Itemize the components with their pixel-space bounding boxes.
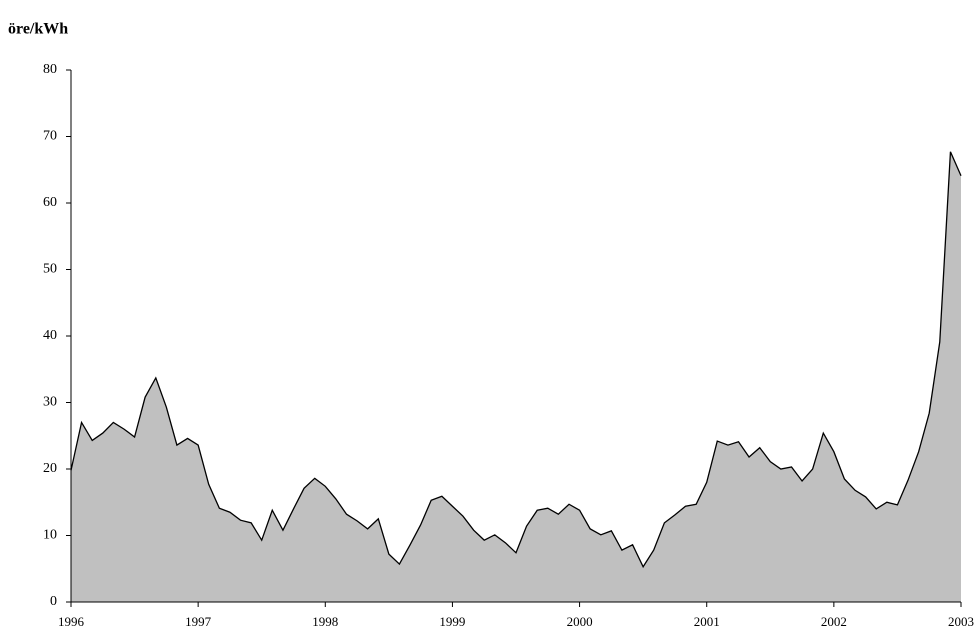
x-tick-label: 1999 [439, 614, 465, 629]
x-tick-label: 2002 [821, 614, 847, 629]
y-tick-label: 10 [43, 528, 57, 543]
y-tick-label: 30 [43, 395, 57, 410]
x-tick-label: 2000 [567, 614, 593, 629]
x-tick-label: 2003 [948, 614, 974, 629]
y-axis-label: öre/kWh [8, 21, 68, 38]
x-tick-label: 2001 [694, 614, 720, 629]
y-tick-label: 40 [43, 328, 57, 343]
y-tick-label: 0 [50, 594, 57, 609]
y-tick-label: 80 [43, 62, 57, 77]
y-tick-label: 70 [43, 129, 57, 144]
area [71, 151, 961, 603]
x-tick-label: 1996 [58, 614, 85, 629]
y-tick-label: 20 [43, 461, 57, 476]
x-tick-label: 1997 [185, 614, 212, 629]
x-tick-label: 1998 [312, 614, 338, 629]
line [70, 151, 962, 569]
y-tick-label: 60 [43, 195, 57, 210]
y-tick-label: 50 [43, 262, 57, 277]
